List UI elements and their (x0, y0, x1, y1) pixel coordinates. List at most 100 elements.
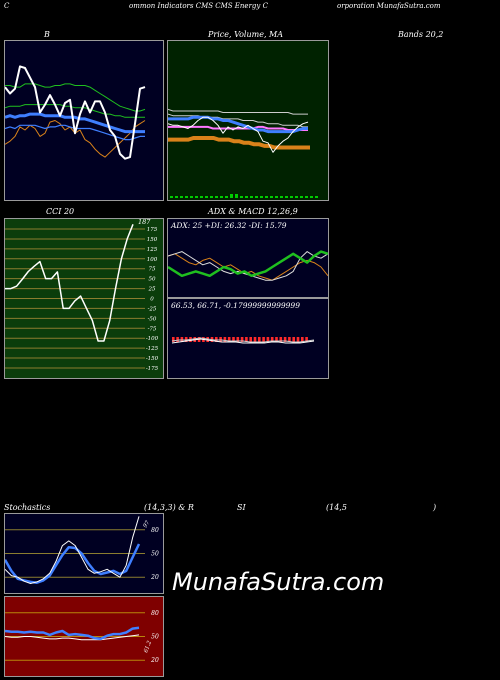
volume-bar (300, 196, 303, 198)
volume-bar (195, 196, 198, 198)
macd-histogram-bar (240, 337, 244, 342)
stoch-d-line (5, 543, 141, 584)
volume-bar (190, 196, 193, 198)
price-volume-chart (168, 108, 318, 198)
bb-band-line (5, 83, 146, 112)
rsi-chart: 80 50 20 61.2 (5, 610, 159, 664)
macd-histogram-bar (305, 337, 308, 342)
cci-tick-label: -50 (148, 316, 157, 322)
volume-bar (250, 196, 253, 198)
stochastics-chart: 80 50 20 97 (5, 516, 159, 584)
volume-bar (225, 196, 228, 198)
macd-panel: 66.53, 66.71, -0.17999999999999 (167, 298, 329, 379)
macd-histogram-bar (288, 337, 291, 342)
cci-tick-label: 125 (147, 247, 158, 253)
rsi-tick-label: 80 (151, 610, 159, 617)
macd-histogram-bar (301, 337, 304, 342)
stoch-tick-label: 20 (150, 574, 159, 581)
stoch-label-si: SI (237, 503, 246, 512)
bb-ma-line-thick (5, 112, 145, 134)
volume-bar (315, 196, 318, 198)
cci-tick-label: 25 (148, 287, 156, 293)
header-c: C (4, 2, 10, 10)
volume-bar (215, 196, 218, 198)
watermark: MunafaSutra.com (172, 568, 385, 596)
cci-panel: 175 150 125 100 75 50 25 0 -25 -50 -75 -100 -125 -150… (4, 218, 164, 379)
pv-ma-blue (168, 115, 308, 134)
volume-bar (235, 194, 238, 198)
macd-readout: 66.53, 66.71, -0.17999999999999 (171, 301, 300, 310)
macd-signal-line (171, 338, 315, 344)
rsi-value-label: 61.2 (143, 640, 153, 654)
stochastics-panel: 80 50 20 97 (4, 513, 164, 594)
volume-bar (205, 196, 208, 198)
pv-price-line (168, 116, 309, 153)
cci-tick-label: 100 (147, 257, 158, 263)
volume-bar (210, 196, 213, 198)
macd-histogram-bar (270, 337, 274, 342)
bb-upper-line (5, 104, 145, 118)
volume-bar (275, 196, 278, 198)
volume-bar (175, 196, 178, 198)
macd-histogram-bar (258, 337, 261, 342)
macd-histogram-bar (279, 337, 283, 342)
macd-chart (171, 337, 315, 344)
volume-bar (265, 196, 268, 198)
bollinger-label-right: Bands 20,2 (398, 30, 444, 39)
volume-bar (230, 194, 233, 198)
adx-panel: ADX: 25 +DI: 26.32 -DI: 15.79 (167, 218, 329, 298)
macd-histogram-bar (262, 337, 265, 342)
cci-tick-label: 0 (150, 297, 154, 303)
volume-bar (185, 196, 188, 198)
rsi-signal-line (5, 634, 140, 641)
header-site: orporation MunafaSutra.com (337, 2, 441, 10)
macd-histogram-bar (253, 337, 257, 342)
stoch-k-line (5, 516, 140, 584)
adx-macd-title: ADX & MACD 12,26,9 (208, 207, 298, 216)
stoch-label-left: Stochastics (4, 503, 51, 512)
macd-histogram-bar (283, 337, 287, 342)
stoch-label-right: (14,5 (326, 503, 347, 512)
volume-bar (200, 196, 203, 198)
cci-chart: 175 150 125 100 75 50 25 0 -25 -50 -75 -100 -125 -150… (5, 219, 159, 372)
bollinger-chart (5, 65, 146, 160)
header-title: ommon Indicators CMS CMS Energy C (129, 2, 268, 10)
cci-tick-label: -175 (146, 366, 159, 372)
adx-readout: ADX: 25 +DI: 26.32 -DI: 15.79 (171, 221, 287, 230)
macd-histogram-bar (232, 337, 235, 342)
volume-bar (220, 196, 223, 198)
cci-tick-label: -75 (148, 326, 157, 332)
volume-bar (170, 196, 173, 198)
stoch-value-label: 97 (143, 520, 152, 529)
macd-histogram-bar (296, 337, 300, 342)
pv-ma-line-1 (168, 108, 308, 115)
rsi-tick-label: 20 (150, 657, 159, 664)
macd-histogram-bar (176, 337, 179, 342)
cci-tick-label: -25 (148, 306, 157, 312)
cci-tick-label: 150 (147, 237, 158, 243)
macd-histogram-bar (275, 337, 278, 342)
volume-bar (260, 196, 263, 198)
volume-bar (270, 196, 273, 198)
macd-histogram-bar (236, 337, 240, 342)
volume-bar (245, 196, 248, 198)
pv-ma-orange (168, 136, 310, 150)
volume-bar (180, 196, 183, 198)
cci-value-label: 187 (138, 219, 151, 226)
cci-tick-label: 175 (147, 227, 158, 233)
adx-chart (168, 250, 328, 281)
macd-line (171, 337, 315, 343)
macd-histogram-bar (172, 337, 175, 342)
macd-histogram-bar (223, 337, 227, 342)
cci-line (5, 224, 134, 342)
volume-bar (290, 196, 293, 198)
adx-green-line (168, 250, 328, 278)
volume-bar (240, 196, 243, 198)
volume-bar (255, 196, 258, 198)
pv-ma-line-2 (168, 113, 308, 128)
cci-label: CCI 20 (46, 207, 75, 216)
cci-tick-label: -150 (146, 356, 159, 362)
cci-tick-label: 50 (149, 277, 156, 283)
adx-white-line (168, 251, 328, 281)
macd-histogram-bar (249, 337, 252, 342)
